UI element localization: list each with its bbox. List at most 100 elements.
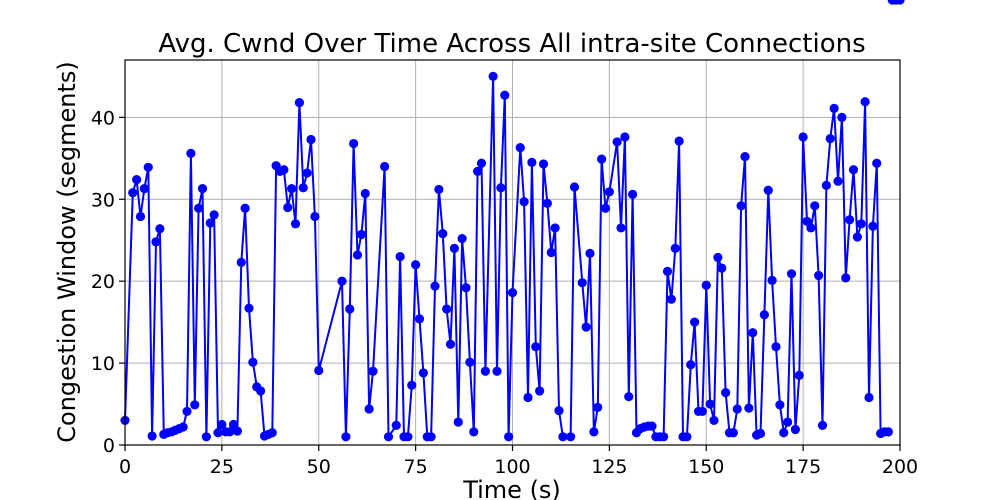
data-point [267,428,277,438]
data-point [294,97,304,108]
data-point [368,366,378,376]
data-point [151,237,161,247]
y-tick-label: 0 [103,435,115,457]
data-point [829,103,839,113]
data-point [407,380,417,390]
data-point [488,71,498,81]
x-tick-label: 75 [404,456,428,478]
data-point [391,420,401,430]
data-point [426,432,436,442]
data-point [236,257,246,267]
data-point [538,159,549,169]
data-point [786,269,797,279]
data-point [201,432,211,442]
data-point [783,417,793,427]
axis-ticks: 0 25 50 75 100 125 150 175 200 0 10 20 30 40 [91,107,918,478]
data-point [682,432,692,442]
data-point [337,276,347,286]
data-point [740,152,750,162]
data-point [186,148,196,158]
data-point [442,304,452,314]
data-point [779,428,789,438]
data-point [205,218,215,228]
x-tick-label: 150 [688,456,724,478]
data-point [670,243,680,254]
data-point [810,201,820,211]
data-point [569,182,580,192]
data-point [492,366,502,376]
data-point [597,154,607,164]
data-point [589,427,599,437]
data-point [453,417,463,427]
data-point [550,223,560,233]
data-point [771,342,781,352]
data-point [825,134,835,144]
data-point [287,184,297,194]
data-point [132,174,142,185]
data-point [821,180,831,190]
data-point [225,427,235,437]
chart-title: Avg. Cwnd Over Time Across All intra-sit… [158,29,865,59]
data-point [709,415,719,426]
data-point [604,187,614,197]
data-point [763,185,773,195]
data-point [283,202,293,213]
data-point [566,432,576,442]
data-point [628,189,638,199]
y-axis-label: Congestion Window (segments) [53,61,81,443]
data-point [872,158,882,168]
data-point [434,184,444,195]
data-point [798,132,808,142]
data-point [814,270,824,281]
data-point [519,197,529,207]
data-point [612,137,622,147]
data-point [473,166,483,177]
data-point [217,419,227,430]
data-point [314,365,324,376]
data-point [143,162,153,172]
data-point [616,223,626,233]
data-point [748,328,758,338]
data-point [841,273,851,283]
data-point [360,188,370,199]
y-tick-label: 20 [91,271,115,293]
data-point [736,201,746,211]
data-point [790,424,800,435]
data-point [577,278,587,288]
data-point [767,275,777,285]
x-tick-label: 25 [210,456,234,478]
data-point [744,403,754,413]
data-point [546,247,556,258]
data-point [240,203,250,213]
data-point [527,157,537,167]
data-point [713,252,723,263]
data-point [690,317,700,327]
data-point [581,322,591,332]
data-point [504,432,514,442]
data-point [554,405,564,416]
data-point [593,402,603,412]
data-point [721,387,731,398]
x-tick-label: 0 [119,456,131,478]
data-point [705,399,715,409]
data-point [697,406,707,417]
data-point [624,392,634,402]
data-point [302,168,312,178]
data-point [155,224,165,234]
data-point [232,426,242,436]
x-tick-label: 100 [494,456,530,478]
data-point [244,303,254,313]
data-point [558,432,568,442]
data-point [414,314,425,324]
data-point [147,431,157,441]
data-point [298,183,308,193]
data-point [535,386,545,396]
data-point [194,203,204,213]
data-point [500,90,510,100]
data-point [403,432,413,442]
data-point [465,357,475,367]
data-point [197,184,208,194]
data-point [837,112,847,122]
data-point [310,211,320,222]
